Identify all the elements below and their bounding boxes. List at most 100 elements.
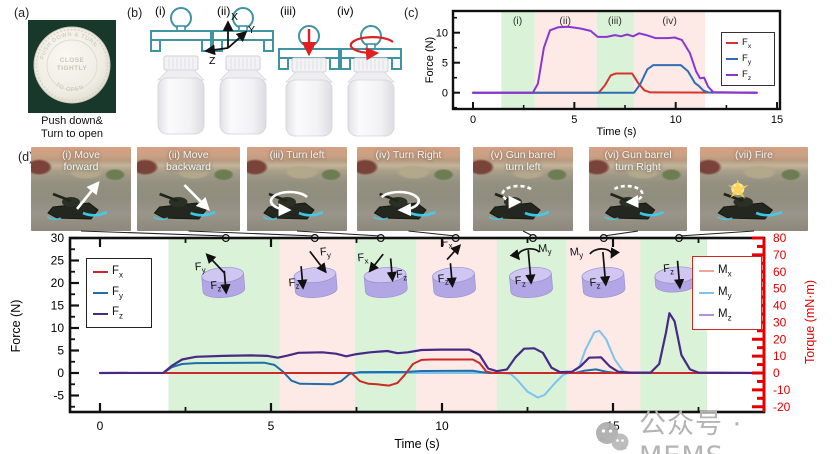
game-screenshot-1: (i) Move forward bbox=[31, 147, 131, 231]
legend-item-Fx: Fx bbox=[726, 36, 770, 50]
chart-c: (i) (ii) (iii) (iv) 0 5 10 15 0 5 10 Time (s) Force … bbox=[424, 9, 783, 138]
legend-label: Fy bbox=[112, 285, 124, 301]
panel-b-label: (b) bbox=[127, 6, 143, 20]
cap-embossed-bottom-text: TO OPEN bbox=[54, 82, 85, 93]
tank-and-arrow-overlay bbox=[716, 179, 783, 221]
chart-d-torque-legend: Mx My Mz bbox=[692, 256, 762, 330]
screenshot-caption: (i) Move forward bbox=[62, 149, 100, 173]
legend-item-Fy: Fy bbox=[726, 53, 770, 65]
screenshot-caption: (v) Gun barrel turn left bbox=[490, 149, 556, 173]
screenshot-caption: (ii) Move backward bbox=[166, 149, 211, 173]
svg-text:Fx: Fx bbox=[441, 236, 453, 251]
legend-label: Mz bbox=[718, 307, 732, 323]
panel-a-label: (a) bbox=[14, 6, 30, 20]
tank-and-arrow-overlay bbox=[262, 190, 324, 221]
chart-d-force-legend: Fx Fy Fz bbox=[86, 258, 152, 328]
svg-text:5: 5 bbox=[571, 114, 577, 126]
svg-text:80: 80 bbox=[773, 231, 787, 245]
svg-text:5: 5 bbox=[57, 344, 64, 358]
legend-swatch bbox=[93, 271, 108, 274]
svg-text:5: 5 bbox=[268, 419, 275, 433]
bottle-cap bbox=[33, 26, 111, 104]
svg-text:10: 10 bbox=[435, 419, 449, 433]
screenshot-caption: (vi) Gun barrel turn Right bbox=[604, 149, 672, 173]
screenshot-caption: (iii) Turn left bbox=[269, 149, 325, 161]
svg-text:0: 0 bbox=[470, 114, 476, 126]
wechat-icon bbox=[596, 422, 629, 451]
svg-text:Fx: Fx bbox=[357, 251, 369, 266]
panel-c-label: (c) bbox=[404, 6, 419, 20]
game-screenshot-3: (iii) Turn left bbox=[247, 147, 347, 231]
panel-b-sublabel-ii: (ii) bbox=[217, 4, 230, 18]
gripper-and-bottle-shapes bbox=[150, 7, 402, 137]
legend-swatch bbox=[726, 57, 738, 61]
legend-swatch bbox=[726, 41, 738, 45]
panel-b-sublabel-iii: (iii) bbox=[280, 4, 296, 18]
legend-label: Fz bbox=[742, 68, 752, 82]
svg-text:40: 40 bbox=[773, 299, 787, 313]
svg-text:-5: -5 bbox=[53, 389, 64, 403]
legend-swatch bbox=[699, 313, 714, 317]
svg-text:Fz: Fz bbox=[514, 274, 526, 289]
legend-swatch bbox=[93, 291, 108, 295]
legend-label: My bbox=[718, 285, 732, 301]
svg-text:50: 50 bbox=[773, 282, 787, 296]
svg-text:10: 10 bbox=[51, 321, 65, 335]
chart-c-axes: 0 5 10 15 0 5 10 bbox=[436, 16, 783, 126]
force-direction-icons: Fy Fz Fy Fz Fx Fz Fx Fz My Fz My Fz Fz bbox=[194, 236, 698, 298]
cap-icon: Fx Fz bbox=[432, 236, 476, 298]
legend-item-Fz: Fz bbox=[93, 306, 145, 321]
svg-text:My: My bbox=[569, 246, 583, 261]
chart-c-regions: (i) (ii) (iii) (iv) bbox=[501, 11, 706, 109]
svg-text:0: 0 bbox=[97, 419, 104, 433]
chart-d-regions bbox=[168, 238, 708, 412]
svg-text:Fz: Fz bbox=[396, 268, 408, 283]
watermark: 公众号 · MEMS bbox=[594, 402, 832, 454]
svg-text:Fz: Fz bbox=[437, 272, 449, 287]
legend-item-Mz: Mz bbox=[699, 308, 755, 322]
svg-text:15: 15 bbox=[51, 299, 65, 313]
panel-b-diagram: (i) (ii) (iii) (iv) X Y Z bbox=[150, 4, 402, 137]
svg-text:Fz: Fz bbox=[288, 276, 300, 291]
cap-photo: PUSH DOWN & TURN CLOSE TIGHTLY TO OPEN bbox=[28, 20, 116, 113]
cap-icon: Fx Fz bbox=[357, 251, 408, 298]
tank-and-arrow-overlay bbox=[373, 190, 436, 221]
screenshot-caption: (iv) Turn Right bbox=[375, 149, 442, 161]
svg-text:(iv): (iv) bbox=[662, 15, 677, 27]
pill-bottle bbox=[285, 57, 333, 137]
svg-text:60: 60 bbox=[773, 265, 787, 279]
chart-c-ylabel: Force (N) bbox=[424, 37, 436, 83]
chart-c-xlabel: Time (s) bbox=[597, 126, 637, 138]
game-screenshot-5: (v) Gun barrel turn left bbox=[473, 147, 573, 231]
legend-item-My: My bbox=[699, 286, 755, 300]
axis-x-label: X bbox=[231, 11, 238, 23]
pill-bottle bbox=[347, 57, 395, 137]
svg-text:My: My bbox=[538, 242, 552, 257]
svg-text:15: 15 bbox=[771, 114, 783, 126]
tank-and-arrow-overlay bbox=[153, 184, 216, 221]
turn-arrow bbox=[349, 36, 394, 61]
svg-text:0: 0 bbox=[442, 88, 448, 100]
watermark-text: 公众号 · MEMS bbox=[639, 409, 743, 454]
svg-text:30: 30 bbox=[51, 231, 65, 245]
legend-swatch bbox=[699, 269, 714, 273]
svg-text:25: 25 bbox=[51, 254, 65, 268]
svg-text:30: 30 bbox=[773, 315, 787, 329]
legend-swatch bbox=[726, 73, 738, 77]
game-screenshot-4: (iv) Turn Right bbox=[357, 147, 460, 231]
legend-label: Mx bbox=[718, 263, 732, 279]
panel-d-label: (d) bbox=[18, 150, 34, 164]
svg-text:20: 20 bbox=[773, 332, 787, 346]
coordinate-axes: X Y Z bbox=[204, 11, 255, 67]
legend-swatch bbox=[699, 291, 714, 295]
svg-text:Fz: Fz bbox=[210, 279, 222, 294]
svg-text:(i): (i) bbox=[513, 15, 522, 27]
legend-item-Mx: Mx bbox=[699, 264, 755, 278]
svg-text:20: 20 bbox=[51, 276, 65, 290]
legend-label: Fx bbox=[742, 36, 752, 50]
legend-swatch bbox=[93, 312, 108, 315]
svg-text:5: 5 bbox=[442, 58, 448, 70]
tank-and-arrow-overlay bbox=[488, 184, 550, 221]
chart-d-ylabel: Force (N) bbox=[9, 300, 23, 353]
